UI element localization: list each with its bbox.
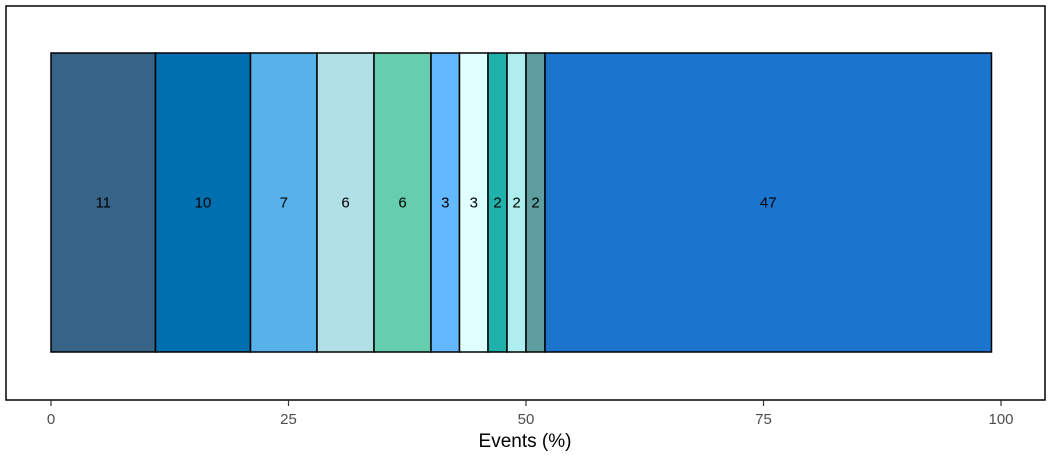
bar-value-label-8: 2 (493, 195, 501, 212)
bar-segment-1 (50, 52, 157, 353)
x-axis-title: Events (%) (479, 431, 572, 452)
bar-value-label-2: 10 (195, 195, 212, 212)
bar-value-label-10: 2 (531, 195, 539, 212)
bar-value-label-4: 6 (341, 195, 349, 212)
x-tick-label-4: 75 (755, 411, 772, 428)
bar-segment-11 (544, 52, 993, 353)
x-tick-label-2: 25 (280, 411, 297, 428)
x-tick-label-1: 0 (47, 411, 55, 428)
bar-segments (50, 52, 993, 353)
bar-value-label-9: 2 (512, 195, 520, 212)
bar-value-label-6: 3 (441, 195, 449, 212)
bar-segment-4 (316, 52, 375, 353)
bar-value-label-5: 6 (398, 195, 406, 212)
bar-value-label-11: 47 (760, 195, 777, 212)
bar-segment-6 (430, 52, 461, 353)
bar-value-label-1: 11 (95, 195, 111, 212)
bar-value-labels: 11 10 7 6 6 3 3 2 2 2 47 (95, 195, 776, 212)
bar-value-label-7: 3 (470, 195, 478, 212)
x-tick-label-5: 100 (988, 411, 1013, 428)
x-tick-label-3: 50 (518, 411, 535, 428)
bar-value-label-3: 7 (280, 195, 288, 212)
bar-segment-5 (373, 52, 432, 353)
x-axis-ticks: 0 25 50 75 100 (47, 400, 1014, 428)
bar-segment-7 (458, 52, 489, 353)
bar-segment-3 (249, 52, 318, 353)
bar-segment-2 (154, 52, 252, 353)
